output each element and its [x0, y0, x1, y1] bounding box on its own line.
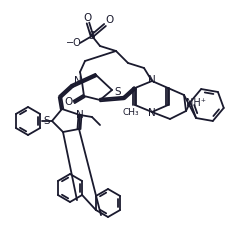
Text: S: S — [44, 116, 50, 126]
Text: N: N — [147, 108, 155, 118]
Text: O: O — [84, 13, 92, 23]
Text: NH⁺: NH⁺ — [185, 98, 205, 108]
Text: CH₃: CH₃ — [122, 109, 139, 117]
Text: O: O — [105, 15, 114, 25]
Text: S: S — [114, 87, 121, 97]
Text: S: S — [88, 31, 95, 41]
Text: −O: −O — [66, 38, 82, 48]
Text: O: O — [65, 97, 73, 107]
Text: N: N — [76, 110, 84, 120]
Text: N: N — [147, 75, 155, 85]
Text: N: N — [74, 76, 82, 86]
